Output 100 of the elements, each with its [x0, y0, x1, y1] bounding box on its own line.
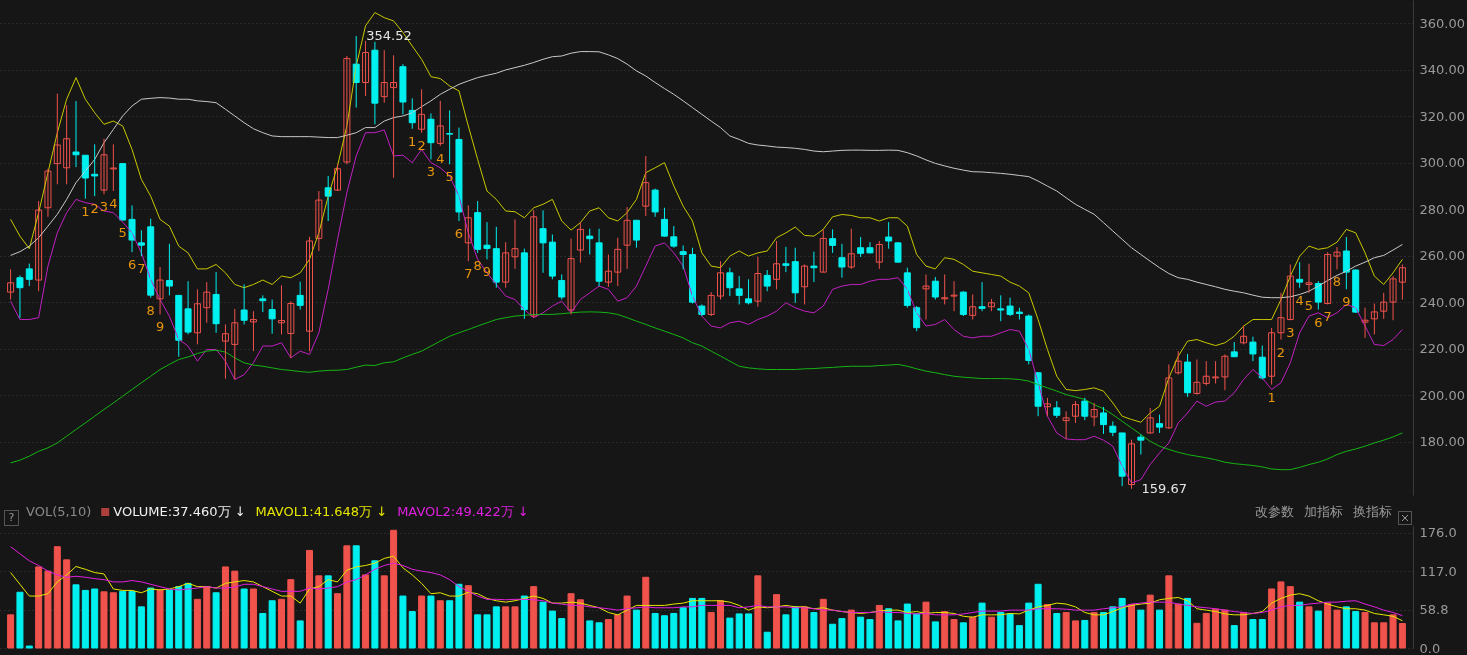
bar — [1212, 608, 1220, 649]
candlestick — [287, 300, 295, 359]
bar — [623, 595, 631, 649]
bar — [1034, 583, 1042, 649]
bar — [679, 607, 687, 649]
y-tick-label: 280.00 — [1419, 201, 1465, 217]
y-tick-label: 240.00 — [1419, 294, 1465, 310]
candlestick — [1137, 434, 1145, 456]
candlestick — [1324, 251, 1332, 305]
text: MAVOL2:49.422万 ↓ — [397, 504, 529, 519]
bar — [567, 593, 575, 649]
bar — [1249, 619, 1257, 649]
candlestick — [7, 268, 15, 301]
candlestick — [53, 93, 61, 185]
bar — [1389, 614, 1397, 649]
candlestick — [539, 209, 547, 274]
y-tick-label: 58.8 — [1419, 602, 1449, 618]
bar — [1333, 609, 1341, 649]
y-tick-label: 340.00 — [1419, 62, 1465, 78]
bar — [1324, 602, 1332, 649]
y-tick-label: 200.00 — [1419, 387, 1465, 403]
candlestick — [109, 143, 117, 192]
candlestick — [1221, 353, 1229, 391]
candlestick — [165, 243, 173, 296]
bar — [1156, 609, 1164, 649]
text: 8 — [146, 302, 155, 318]
candlestick — [819, 228, 827, 273]
candlestick — [1389, 275, 1397, 321]
help-icon: ? — [4, 510, 19, 526]
bar — [362, 574, 370, 649]
candlestick — [1277, 292, 1285, 341]
text: 改参数 — [1255, 504, 1294, 519]
candlestick — [857, 236, 865, 258]
text: 6 — [1314, 314, 1323, 330]
bar — [1118, 597, 1126, 649]
candlestick — [390, 54, 398, 179]
bar — [1053, 612, 1061, 649]
bar — [1277, 581, 1285, 649]
bar — [735, 613, 743, 649]
candlestick — [829, 228, 837, 254]
bar — [464, 585, 472, 649]
bar — [109, 592, 117, 649]
candlestick — [838, 243, 846, 279]
bar — [100, 591, 108, 649]
bar — [819, 598, 827, 649]
candlestick — [875, 240, 883, 270]
text: 2 — [90, 201, 99, 217]
candlestick — [1305, 263, 1313, 294]
bar — [7, 614, 15, 649]
bar — [595, 622, 603, 649]
line-series — [10, 555, 1403, 622]
candlestick — [446, 109, 454, 165]
bar — [1352, 611, 1360, 649]
candlestick — [810, 251, 818, 283]
candlestick — [1165, 363, 1173, 430]
bar — [334, 593, 342, 649]
bar — [119, 590, 127, 649]
bar — [474, 614, 482, 649]
candlestick — [978, 281, 986, 312]
text: 7 — [137, 261, 146, 277]
bar — [231, 570, 239, 649]
text: 5 — [445, 169, 454, 185]
candlestick — [614, 237, 622, 287]
bar — [1174, 603, 1182, 649]
bar — [875, 604, 883, 649]
bar — [221, 566, 229, 649]
bar — [1146, 594, 1154, 649]
bar — [614, 614, 622, 649]
bar — [1099, 611, 1107, 649]
candlestick — [63, 104, 71, 185]
candlestick — [950, 280, 958, 312]
candlestick — [72, 100, 80, 168]
bar — [604, 619, 612, 649]
bar — [277, 598, 285, 649]
text: 换指标 — [1353, 504, 1392, 519]
text: 4 — [1295, 292, 1304, 308]
candlestick — [679, 244, 687, 270]
candlestick — [651, 188, 659, 218]
bar — [147, 587, 155, 649]
bar — [660, 615, 668, 649]
text: MAVOL1:41.648万 ↓ — [255, 504, 388, 519]
candlestick — [119, 163, 127, 221]
candlestick — [259, 294, 267, 313]
bar — [249, 588, 257, 649]
candlestick — [1249, 336, 1257, 362]
bar — [1165, 575, 1173, 649]
bar — [212, 592, 220, 649]
bar — [1342, 606, 1350, 649]
text: 5 — [1304, 297, 1314, 313]
candlestick — [997, 294, 1005, 322]
candlestick — [969, 293, 977, 321]
candlestick — [623, 206, 631, 270]
candlestick — [847, 228, 855, 270]
text: 6 — [127, 257, 137, 273]
bar — [763, 631, 771, 649]
bar — [446, 600, 454, 649]
bar — [399, 595, 407, 649]
bar — [520, 595, 528, 649]
bar — [1090, 611, 1098, 649]
bar — [530, 586, 538, 649]
